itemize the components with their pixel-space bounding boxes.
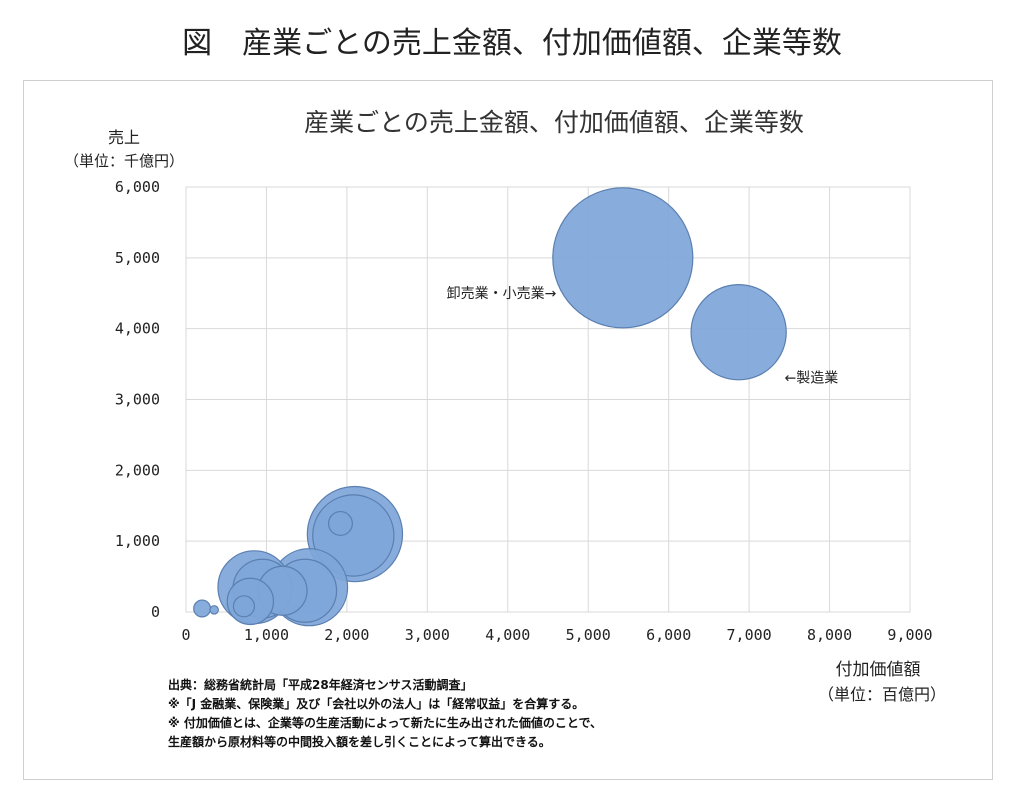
- annotation-label: 卸売業・小売業→: [447, 286, 557, 302]
- y-axis-unit: （単位：千億円）: [64, 152, 184, 170]
- x-tick-label: 8,000: [807, 626, 852, 644]
- y-axis-title: 売上: [108, 128, 140, 147]
- y-tick-label: 0: [151, 603, 160, 621]
- x-tick-label: 9,000: [887, 626, 932, 644]
- chart-title: 産業ごとの売上金額、付加価値額、企業等数: [304, 108, 804, 137]
- note-line: ※「J 金融業、保険業」及び「会社以外の法人」は「経常収益」を合算する。: [168, 697, 585, 711]
- y-tick-label: 5,000: [115, 249, 160, 267]
- figure-title: 図 産業ごとの売上金額、付加価値額、企業等数: [182, 26, 842, 61]
- bubble-chart: 0 1,000 2,000 3,000 4,000 5,000 6,000 7,000 8,00…: [64, 108, 946, 704]
- x-tick-label: 4,000: [485, 626, 530, 644]
- x-axis-unit: （単位：百億円）: [818, 685, 946, 704]
- chart-area: 0 1,000 2,000 3,000 4,000 5,000 6,000 7,000 8,00…: [23, 80, 993, 780]
- x-tick-label: 1,000: [244, 626, 289, 644]
- bubble-point: [209, 605, 219, 615]
- chart-notes: 出典：総務省統計局「平成28年経済センサス活動調査」 ※「J 金融業、保険業」及…: [168, 676, 602, 752]
- bubble-point: [552, 187, 694, 329]
- x-tick-label: 5,000: [566, 626, 611, 644]
- x-axis-title: 付加価値額: [836, 660, 921, 680]
- bubble-point: [193, 599, 212, 618]
- x-tick-label: 6,000: [646, 626, 691, 644]
- y-tick-label: 1,000: [115, 532, 160, 550]
- bubble-point: [327, 510, 353, 536]
- x-tick-label: 0: [181, 626, 190, 644]
- note-line: 生産額から原材料等の中間投入額を差し引くことによって算出できる。: [168, 735, 551, 749]
- y-tick-label: 6,000: [115, 178, 160, 196]
- bubble-point: [232, 595, 256, 618]
- y-tick-label: 4,000: [115, 320, 160, 338]
- x-tick-label: 7,000: [727, 626, 772, 644]
- y-tick-label: 2,000: [115, 461, 160, 479]
- note-line: ※ 付加価値とは、企業等の生産活動によって新たに生み出された価値のことで、: [168, 716, 603, 730]
- y-tick-label: 3,000: [115, 391, 160, 409]
- note-line: 出典：総務省統計局「平成28年経済センサス活動調査」: [168, 678, 473, 692]
- x-tick-label: 3,000: [405, 626, 450, 644]
- annotation-label: ←製造業: [785, 371, 839, 387]
- bubble-point: [690, 284, 787, 381]
- x-tick-label: 2,000: [324, 626, 369, 644]
